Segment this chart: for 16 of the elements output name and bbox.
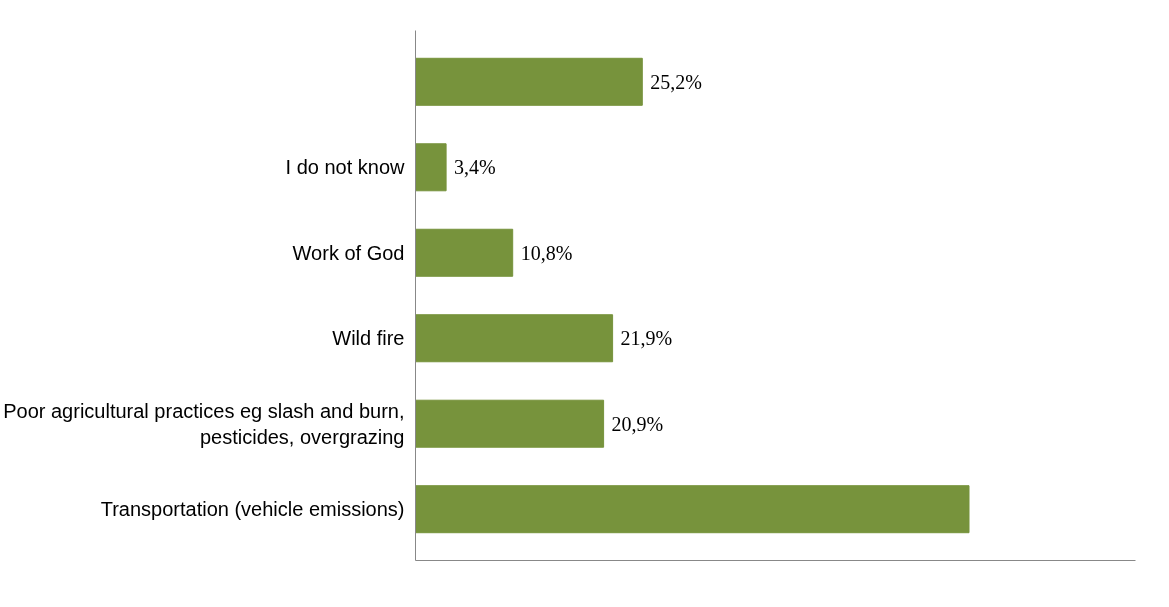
bar bbox=[415, 399, 605, 448]
bar bbox=[415, 228, 514, 277]
y-tick-label: Work of God bbox=[292, 241, 405, 264]
y-tick-label: I do not know bbox=[285, 156, 406, 179]
data-label: 25,2% bbox=[650, 70, 702, 93]
bar bbox=[415, 485, 970, 534]
y-tick-label: Wild fire bbox=[332, 327, 405, 350]
bar bbox=[415, 143, 447, 192]
data-label: 20,9% bbox=[611, 412, 664, 435]
data-label: 3,4% bbox=[454, 156, 496, 179]
bar bbox=[415, 57, 643, 106]
data-label: 10,8% bbox=[520, 241, 573, 264]
data-label: 21,9% bbox=[620, 327, 673, 350]
y-tick-label: Transportation (vehicle emissions) bbox=[100, 498, 405, 521]
bar bbox=[415, 314, 614, 363]
y-tick-label: Poor agricultural practices eg slash and burn, pesticides, overgrazing bbox=[3, 399, 405, 448]
